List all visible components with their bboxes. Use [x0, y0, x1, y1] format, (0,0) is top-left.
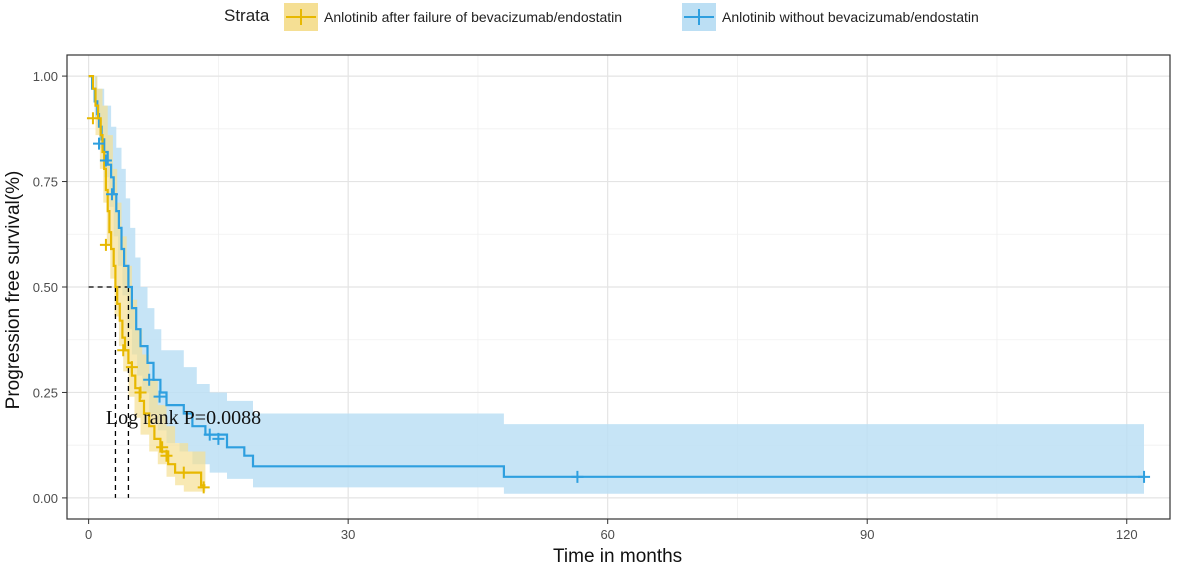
censor-mark-1 [212, 432, 225, 445]
censor-mark-1 [93, 137, 106, 150]
y-tick-label: 0.75 [33, 175, 58, 190]
censor-mark-1 [1138, 470, 1151, 483]
legend-label-after-failure: Anlotinib after failure of bevacizumab/e… [324, 9, 623, 25]
x-tick-label: 60 [600, 527, 614, 542]
censor-mark-0 [156, 441, 169, 454]
censor-mark-0 [177, 466, 190, 479]
x-tick-label: 90 [860, 527, 874, 542]
censor-mark-1 [105, 188, 118, 201]
x-tick-label: 30 [341, 527, 355, 542]
y-tick-label: 0.00 [33, 491, 58, 506]
x-tick-label: 0 [85, 527, 92, 542]
legend-item-without: Anlotinib without bevacizumab/endostatin [682, 3, 979, 31]
legend-key-after-failure-icon [284, 3, 318, 31]
censor-mark-0 [86, 112, 99, 125]
censor-mark-0 [99, 238, 112, 251]
censor-mark-1 [571, 470, 584, 483]
censor-mark-1 [143, 373, 156, 386]
legend-key-without-icon [682, 3, 716, 31]
x-tick-label: 120 [1116, 527, 1138, 542]
legend-item-after-failure: Anlotinib after failure of bevacizumab/e… [284, 3, 622, 31]
censor-mark-1 [99, 154, 112, 167]
y-tick-label: 0.25 [33, 385, 58, 400]
censor-mark-0 [117, 344, 130, 357]
legend: Strata Anlotinib after failure of bevaci… [0, 0, 1181, 36]
x-axis-title: Time in months [553, 546, 683, 567]
legend-title: Strata [224, 6, 270, 25]
legend-label-without: Anlotinib without bevacizumab/endostatin [722, 9, 979, 25]
censor-mark-1 [203, 428, 216, 441]
log-rank-annotation: Log rank P=0.0088 [106, 407, 261, 429]
confidence-band-1 [88, 76, 1145, 494]
censor-mark-0 [160, 449, 173, 462]
censor-mark-0 [197, 481, 210, 494]
censor-mark-1 [153, 390, 166, 403]
y-tick-label: 1.00 [33, 69, 58, 84]
censor-mark-0 [134, 386, 147, 399]
censor-mark-0 [125, 361, 138, 374]
survival-line-0 [88, 75, 206, 487]
y-axis-title: Progression free survival(%) [3, 170, 24, 410]
y-tick-label: 0.50 [33, 280, 58, 295]
